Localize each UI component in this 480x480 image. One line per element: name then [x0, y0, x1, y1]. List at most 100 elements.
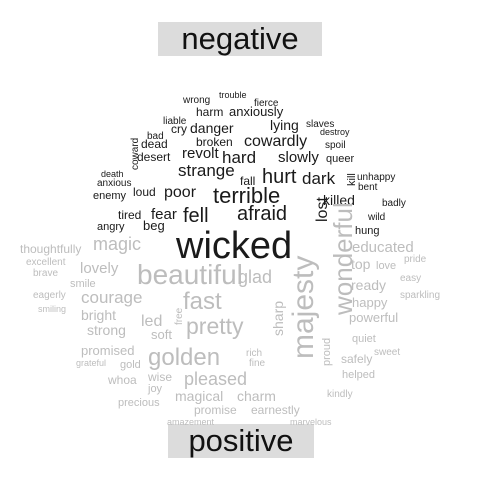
- positive-word-charm: charm: [237, 388, 276, 404]
- positive-words: thoughtfully magic educated excellent pride b…: [20, 202, 440, 427]
- negative-word-spoil: spoil: [325, 140, 346, 151]
- negative-word-slaves: slaves: [306, 119, 334, 130]
- negative-word-fell: fell: [183, 205, 209, 227]
- negative-word-destroy: destroy: [320, 127, 350, 137]
- positive-word-magical: magical: [175, 388, 223, 404]
- positive-word-top: top: [351, 256, 371, 272]
- negative-word-lying: lying: [270, 117, 299, 133]
- negative-word-unhappy: unhappy: [357, 172, 395, 183]
- negative-word-slowly: slowly: [278, 149, 319, 166]
- positive-word-brave: brave: [33, 268, 58, 279]
- positive-word-soft: soft: [151, 327, 172, 342]
- negative-word-beg: beg: [143, 218, 165, 233]
- positive-word-joy: joy: [147, 383, 163, 395]
- positive-word-promise: promise: [194, 403, 237, 417]
- positive-word-pleased: pleased: [184, 369, 247, 389]
- negative-word-killed: killed: [323, 192, 355, 208]
- positive-word-grateful: grateful: [76, 358, 106, 368]
- negative-words: wrong trouble fierce harm anxiously liable sla…: [93, 90, 406, 267]
- negative-word-wrong: wrong: [182, 95, 210, 106]
- positive-word-powerful: powerful: [349, 310, 398, 325]
- negative-word-enemy: enemy: [93, 190, 127, 202]
- positive-word-pretty: pretty: [186, 313, 244, 339]
- negative-word-kill: kill: [346, 173, 358, 186]
- positive-word-glad: glad: [238, 267, 272, 287]
- positive-word-beautiful: beautiful: [137, 259, 243, 290]
- positive-word-helped: helped: [342, 369, 375, 381]
- positive-word-educated: educated: [352, 239, 414, 256]
- negative-word-anxious: anxious: [97, 178, 131, 189]
- positive-word-easy: easy: [400, 273, 421, 284]
- negative-word-hung: hung: [355, 225, 379, 237]
- negative-word-lost: lost: [314, 197, 331, 222]
- positive-word-majesty: majesty: [287, 256, 320, 359]
- negative-word-harm: harm: [196, 105, 223, 119]
- positive-word-bright: bright: [81, 307, 116, 323]
- positive-word-gold: gold: [120, 359, 141, 371]
- negative-word-death: death: [101, 169, 124, 179]
- positive-word-excellent: excellent: [26, 257, 66, 268]
- positive-word-amazement: amazement: [167, 417, 215, 427]
- positive-word-sharp: sharp: [270, 301, 286, 336]
- positive-word-ready: ready: [351, 277, 386, 293]
- positive-word-golden: golden: [148, 344, 220, 371]
- negative-word-angry: angry: [97, 221, 125, 233]
- negative-word-tired: tired: [118, 208, 141, 222]
- negative-header: negative: [158, 22, 322, 56]
- positive-word-wonderful: wonderful: [328, 202, 358, 316]
- positive-word-smiling: smiling: [38, 304, 66, 314]
- positive-word-free: free: [174, 307, 185, 325]
- negative-word-wild: wild: [367, 212, 385, 223]
- negative-word-wicked: wicked: [175, 225, 292, 267]
- positive-word-sweet: sweet: [374, 347, 400, 358]
- positive-word-thoughtfully: thoughtfully: [20, 242, 81, 256]
- positive-word-fine: fine: [249, 358, 266, 369]
- negative-word-cry: cry: [171, 122, 187, 136]
- positive-word-promised: promised: [81, 343, 134, 358]
- negative-word-afraid: afraid: [237, 203, 287, 225]
- positive-word-smile: smile: [70, 278, 96, 290]
- positive-word-strong: strong: [87, 322, 126, 338]
- positive-word-marvelous: marvelous: [290, 417, 332, 427]
- negative-word-bent: bent: [358, 182, 378, 193]
- negative-word-desert: desert: [137, 150, 171, 164]
- positive-word-love: love: [376, 260, 396, 272]
- negative-word-dark: dark: [302, 169, 336, 188]
- positive-word-sparkling: sparkling: [400, 290, 440, 301]
- positive-word-happy: happy: [352, 295, 388, 310]
- positive-word-precious: precious: [118, 397, 160, 409]
- negative-word-queer: queer: [326, 153, 354, 165]
- positive-word-courage: courage: [81, 288, 142, 307]
- positive-word-earnestly: earnestly: [251, 403, 300, 417]
- negative-word-revolt: revolt: [182, 145, 220, 162]
- negative-word-cowardly: cowardly: [244, 133, 307, 150]
- negative-word-loud: loud: [133, 185, 156, 199]
- positive-word-fast: fast: [183, 288, 222, 315]
- negative-word-fear: fear: [151, 206, 177, 223]
- positive-word-safely: safely: [341, 352, 372, 366]
- negative-word-anxiously: anxiously: [229, 104, 284, 119]
- positive-word-pride: pride: [404, 254, 427, 265]
- negative-word-liable: liable: [163, 116, 187, 127]
- positive-word-magic: magic: [93, 234, 141, 254]
- positive-word-quiet: quiet: [352, 333, 376, 345]
- positive-word-led: led: [141, 313, 162, 330]
- negative-word-coward: coward: [130, 138, 141, 170]
- negative-word-trouble: trouble: [219, 90, 247, 100]
- positive-word-whoa: whoa: [107, 373, 137, 387]
- positive-word-kindly: kindly: [327, 389, 353, 400]
- negative-word-fierce: fierce: [254, 98, 279, 109]
- negative-word-broken: broken: [196, 135, 233, 149]
- positive-word-rich: rich: [246, 348, 262, 359]
- negative-word-strange: strange: [178, 161, 235, 180]
- negative-word-terrible: terrible: [213, 183, 280, 208]
- negative-word-hurt: hurt: [262, 166, 297, 188]
- positive-word-proud: proud: [321, 338, 333, 366]
- negative-word-dead: dead: [141, 137, 168, 151]
- positive-word-eagerly: eagerly: [33, 290, 66, 301]
- negative-word-hard: hard: [222, 148, 256, 167]
- negative-word-badly: badly: [382, 198, 406, 209]
- positive-word-wise: wise: [147, 370, 172, 384]
- positive-header: positive: [168, 424, 314, 458]
